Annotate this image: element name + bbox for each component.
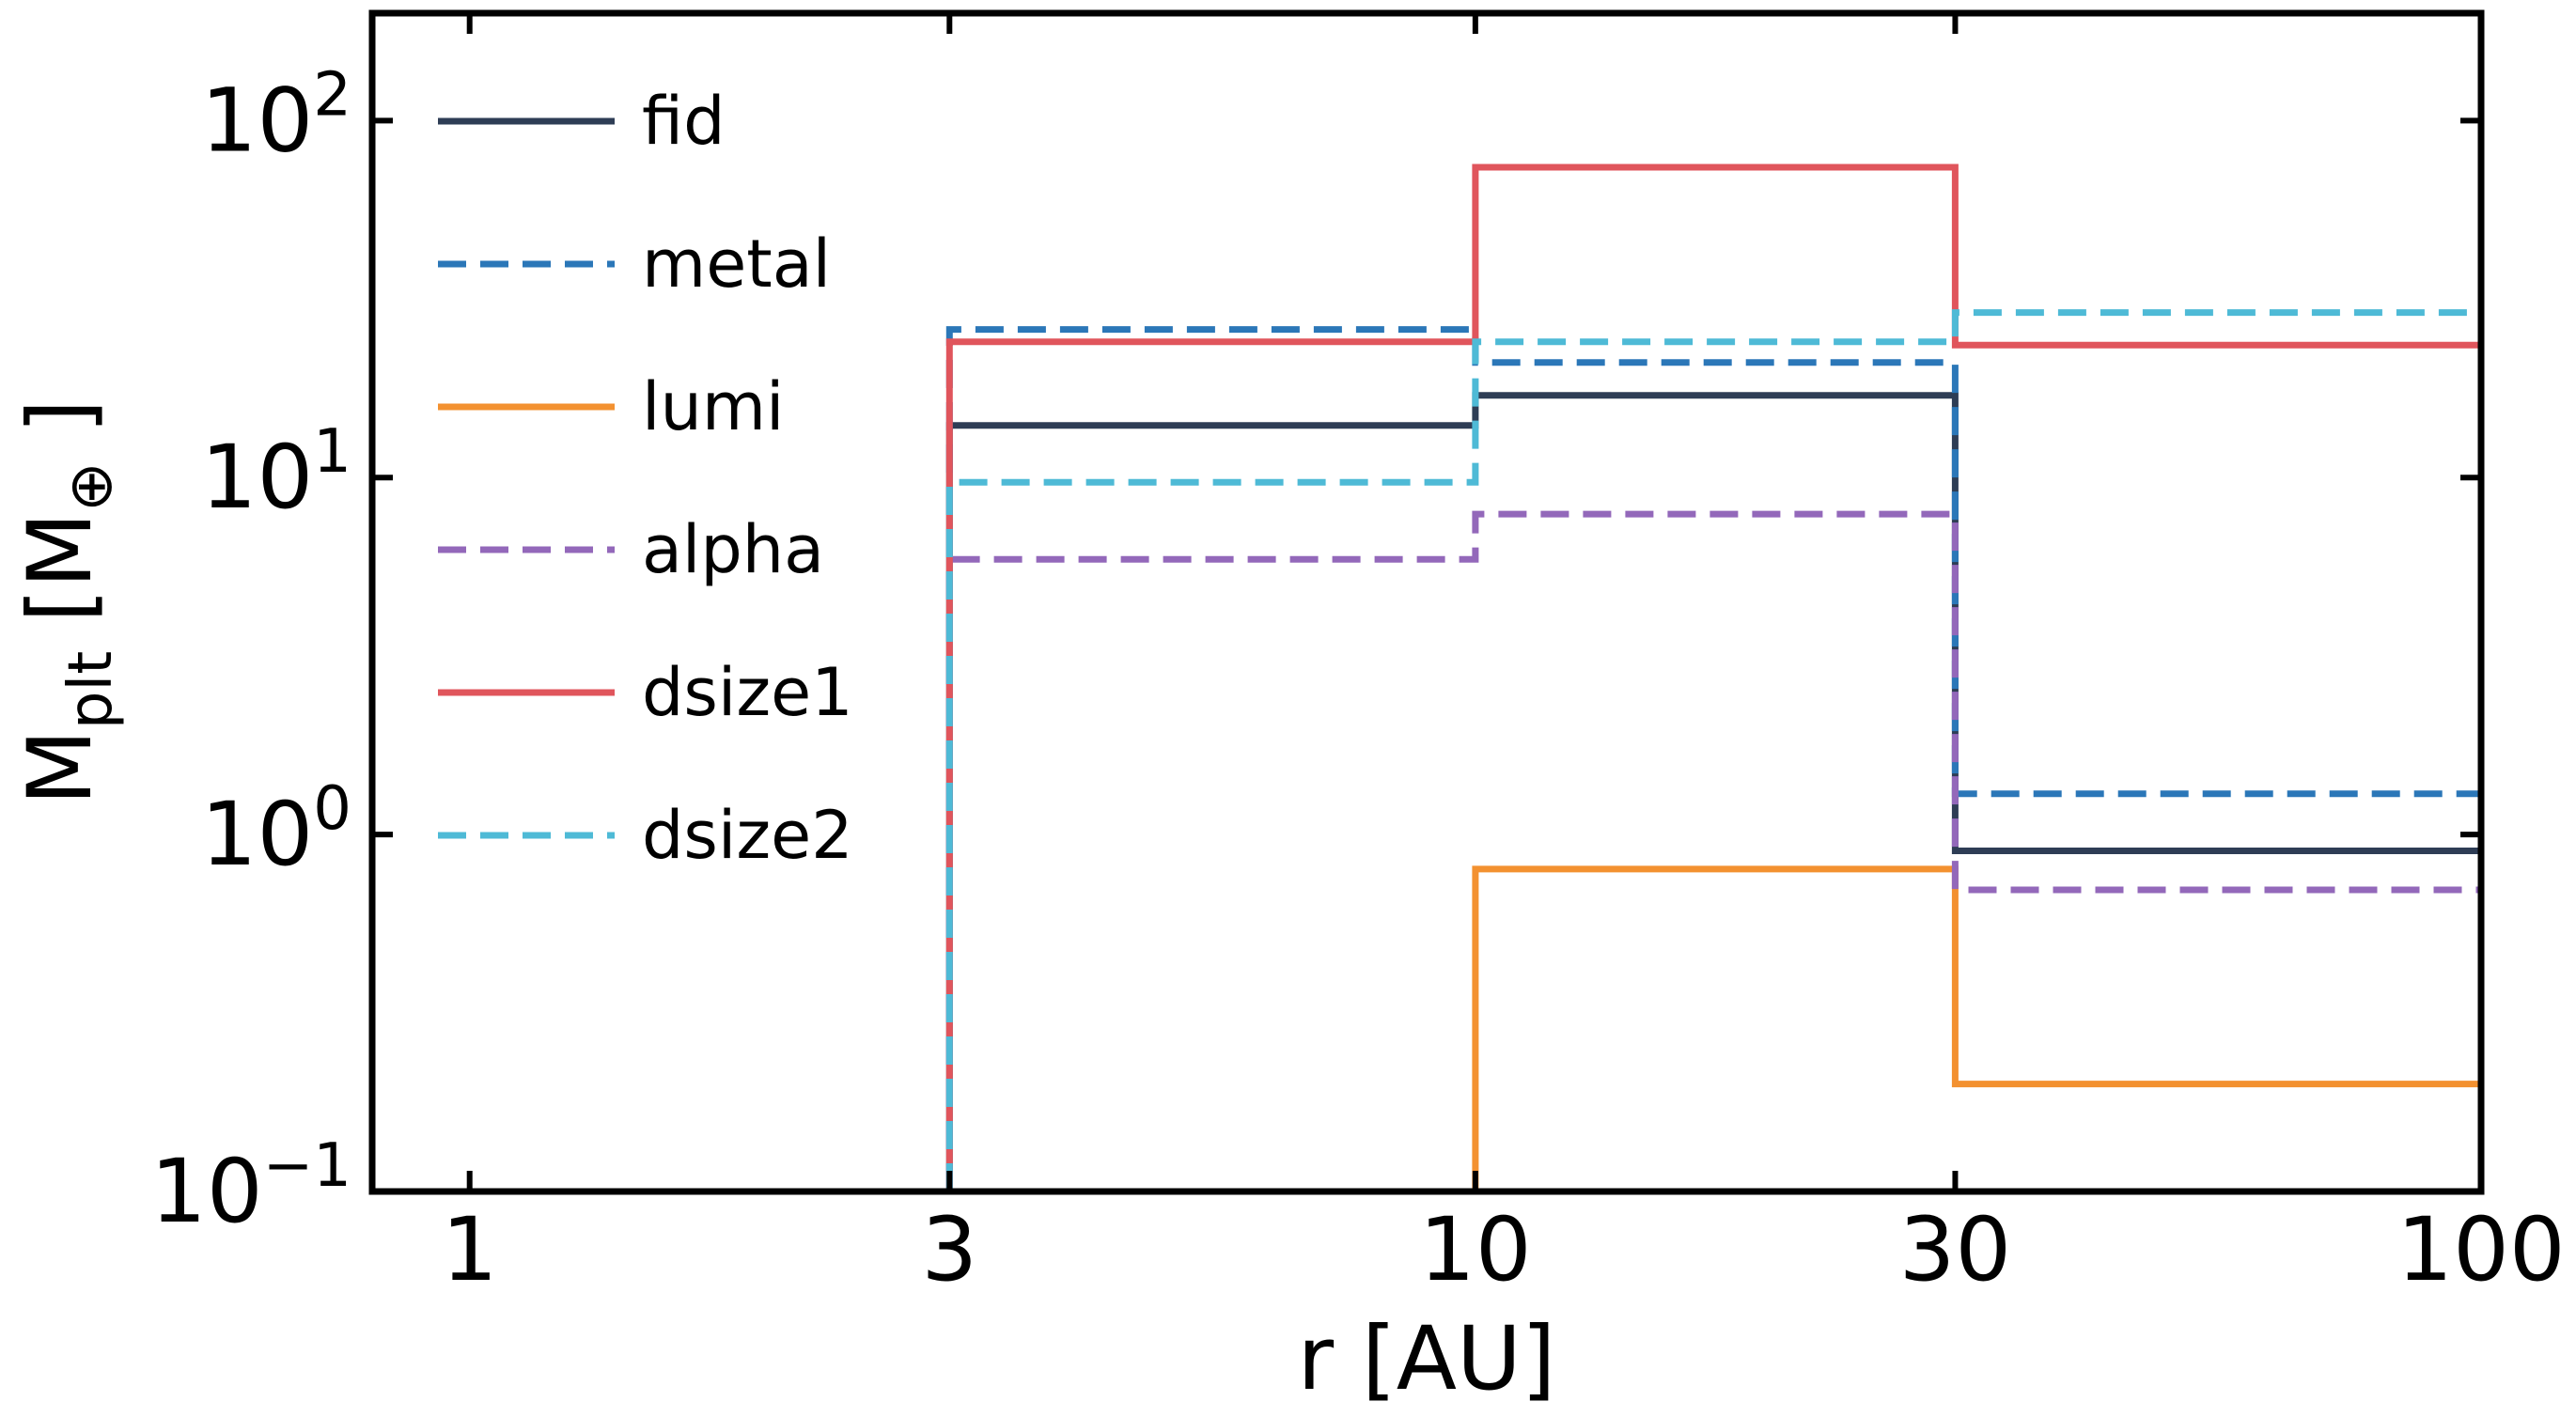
x-tick-label: 100: [2396, 1199, 2565, 1301]
legend-label-dsize1: dsize1: [642, 654, 853, 731]
legend-label-metal: metal: [642, 226, 831, 303]
x-tick-label: 10: [1419, 1199, 1532, 1301]
y-axis-label: Mplt [M⊕ ]: [9, 399, 126, 805]
y-tick-label-exponent: 1: [313, 417, 351, 487]
x-axis-label: r [AU]: [1298, 1308, 1556, 1410]
legend-label-dsize2: dsize2: [642, 797, 853, 874]
y-tick-label-exponent: 2: [313, 60, 351, 130]
legend-label-alpha: alpha: [642, 511, 824, 588]
y-axis-label-close: ]: [9, 399, 112, 462]
y-tick-label-base: 10: [201, 70, 314, 172]
series-layer: [945, 164, 2481, 1195]
y-tick-label: 102: [201, 60, 351, 172]
y-tick-label-exponent: 0: [313, 774, 351, 844]
legend-label-lumi: lumi: [642, 368, 784, 445]
y-tick-label-base: 10: [201, 427, 314, 529]
y-tick-label: 100: [201, 774, 351, 886]
series-line-dsize2: [945, 309, 2481, 1191]
series-line-dsize1: [945, 164, 2481, 1191]
y-axis-label-base: M: [9, 729, 112, 805]
y-tick-label-base: 10: [150, 1141, 263, 1243]
y-axis-label-unit: [M: [9, 512, 112, 651]
plot-frame: [368, 9, 2485, 1195]
legend-label-fid: fid: [642, 83, 726, 160]
legend: fid metal lumi alpha dsize1 dsize2: [438, 83, 853, 874]
y-tick-label-exponent: −1: [263, 1131, 351, 1201]
series-line-alpha: [945, 510, 2481, 1191]
x-tick-label: 1: [442, 1199, 498, 1301]
series-line-lumi: [949, 865, 2481, 1195]
y-axis-label-sub: plt: [56, 651, 126, 730]
y-tick-label: 10−1: [150, 1131, 351, 1243]
y-axis-label-unit-sub: ⊕: [56, 461, 126, 512]
x-tick-label: 3: [921, 1199, 977, 1301]
x-tick-label: 30: [1899, 1199, 2012, 1301]
y-tick-label-base: 10: [201, 784, 314, 886]
series-line-metal: [945, 326, 2481, 1191]
y-tick-label: 101: [201, 417, 351, 529]
